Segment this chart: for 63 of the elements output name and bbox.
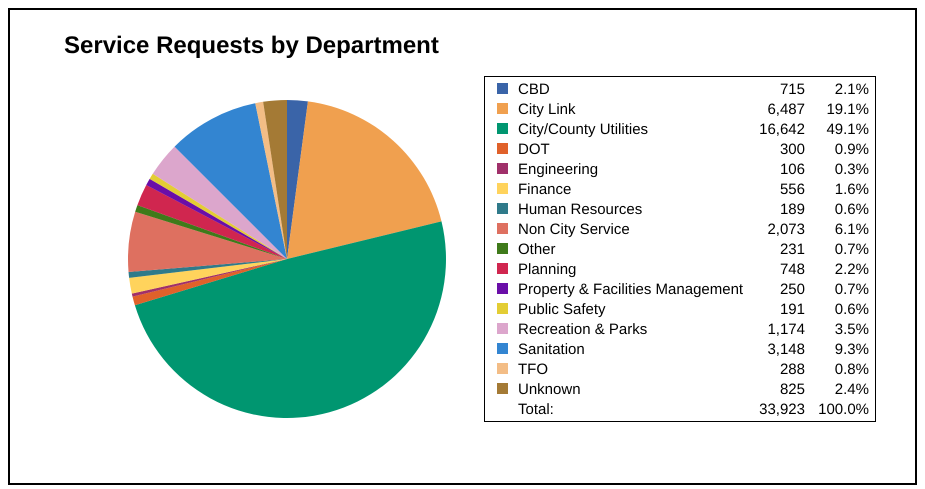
text: 288 [778, 360, 805, 379]
legend-label: Engineering [518, 160, 600, 179]
legend-label: Sanitation [518, 340, 586, 359]
legend-label: Recreation & Parks [518, 320, 648, 339]
data-label: 3.5% [834, 320, 869, 339]
legend-label: City Link [518, 100, 577, 119]
pie-slice [152, 146, 287, 259]
text: 6,487 [766, 100, 805, 119]
legend-label: Other [518, 240, 557, 259]
legend-label: Non City Service [518, 220, 631, 239]
legend-label: DOT [518, 140, 551, 159]
legend-label: Public Safety [518, 300, 607, 319]
text: 191 [778, 300, 805, 319]
legend-label: Property & Facilities Management [518, 280, 744, 299]
text: 250 [778, 280, 805, 299]
pie-slice [174, 103, 287, 259]
legend-label: City/County Utilities [518, 120, 650, 139]
chart-title: Service Requests by Department [64, 32, 439, 60]
text: 2,073 [766, 220, 805, 239]
pie-slice [287, 101, 442, 259]
legend-label: Human Resources [518, 200, 644, 219]
pie-slice [263, 100, 287, 259]
text: 33,923 [758, 400, 805, 419]
text: 16,642 [758, 120, 805, 139]
pie-slice [255, 102, 287, 259]
data-label: 0.8% [834, 360, 869, 379]
data-label: 49.1% [825, 120, 869, 139]
legend-label: Finance [518, 180, 572, 199]
data-label: 2.4% [834, 380, 869, 399]
text: 231 [778, 240, 805, 259]
data-label: 9.3% [834, 340, 869, 359]
legend-label: Planning [518, 260, 578, 279]
data-label: 1.6% [834, 180, 869, 199]
data-label: 2.2% [834, 260, 869, 279]
data-label: 0.6% [834, 200, 869, 219]
pie-slice [135, 205, 287, 259]
data-label: 0.7% [834, 280, 869, 299]
text: 1,174 [766, 320, 805, 339]
text: 715 [778, 80, 805, 99]
text: 825 [778, 380, 805, 399]
text: 556 [778, 180, 805, 199]
pie-slice [134, 221, 446, 418]
legend-label: TFO [518, 360, 549, 379]
text: 300 [778, 140, 805, 159]
data-label: 0.9% [834, 140, 869, 159]
text: 106 [778, 160, 805, 179]
text: 100.0% [817, 400, 869, 419]
data-label: 6.1% [834, 220, 869, 239]
text: 3,148 [766, 340, 805, 359]
text: Total: [518, 400, 555, 419]
text: 189 [778, 200, 805, 219]
data-label: 0.3% [834, 160, 869, 179]
legend-label: Unknown [518, 380, 582, 399]
pie-slice [128, 259, 287, 278]
data-label: 19.1% [825, 100, 869, 119]
text: 748 [778, 260, 805, 279]
data-label: 0.7% [834, 240, 869, 259]
pie-slice [128, 212, 287, 272]
legend-label: CBD [518, 80, 551, 99]
pie-slice [287, 100, 308, 259]
data-label: 2.1% [834, 80, 869, 99]
data-label: 0.6% [834, 300, 869, 319]
pie-slice [132, 259, 287, 306]
